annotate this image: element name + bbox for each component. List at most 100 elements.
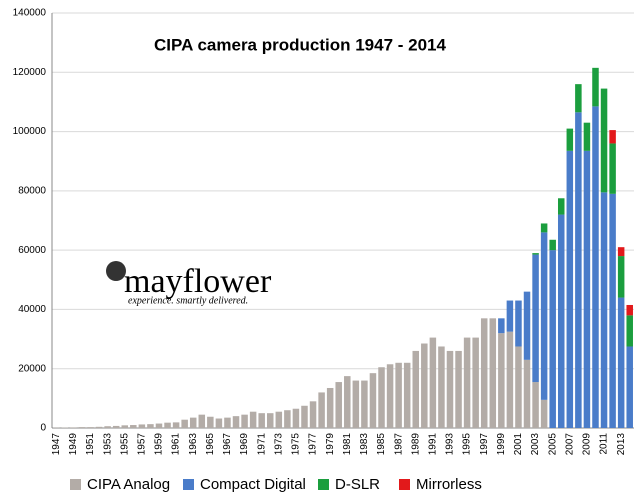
bar-segment: [207, 417, 214, 428]
watermark-tagline: experience. smartly delivered.: [128, 295, 248, 306]
bar-segment: [447, 351, 454, 428]
x-tick-label: 1971: [256, 433, 267, 456]
y-tick-label: 140000: [13, 8, 47, 19]
bar-segment: [395, 363, 402, 428]
bar-segment: [524, 360, 531, 428]
bar-segment: [626, 315, 633, 346]
y-tick-label: 60000: [18, 245, 46, 256]
bar-segment: [626, 346, 633, 428]
x-tick-label: 2007: [564, 433, 575, 456]
chart-title: CIPA camera production 1947 - 2014: [154, 35, 446, 54]
x-tick-label: 1983: [359, 433, 370, 456]
bar-segment: [310, 401, 317, 428]
x-tick-label: 1973: [273, 433, 284, 456]
bar-segment: [87, 427, 94, 428]
bar-segment: [515, 301, 522, 347]
bar-segment: [601, 192, 608, 428]
y-tick-label: 80000: [18, 185, 46, 196]
bar-segment: [301, 406, 308, 428]
y-tick-label: 120000: [13, 67, 47, 78]
y-tick-label: 100000: [13, 126, 47, 137]
x-tick-label: 1969: [239, 433, 250, 456]
x-tick-label: 1985: [376, 433, 387, 456]
bar-segment: [549, 250, 556, 428]
bar-segment: [618, 247, 625, 256]
x-tick-label: 1989: [410, 433, 421, 456]
bar-segment: [258, 413, 265, 428]
x-tick-label: 1963: [188, 433, 199, 456]
watermark: mayflower: [124, 263, 272, 300]
x-tick-label: 1997: [479, 433, 490, 456]
bar-segment: [353, 381, 360, 428]
bar-segment: [404, 363, 411, 428]
bar-segment: [609, 143, 616, 193]
bar-segment: [541, 232, 548, 399]
bar-segment: [584, 151, 591, 428]
legend-label: CIPA Analog: [87, 476, 170, 493]
bar-segment: [250, 412, 257, 428]
bar-segment: [490, 318, 497, 428]
bar-segment: [173, 422, 180, 428]
x-tick-label: 2005: [547, 433, 558, 456]
bar-segment: [370, 373, 377, 428]
bar-segment: [378, 367, 385, 428]
bar-segment: [121, 425, 128, 428]
legend-swatch: [70, 479, 81, 490]
bar-segment: [293, 409, 300, 428]
x-tick-label: 1965: [205, 433, 216, 456]
bar-segment: [618, 298, 625, 428]
bar-segment: [524, 292, 531, 360]
bar-segment: [618, 256, 625, 298]
bar-segment: [567, 129, 574, 151]
bar-segment: [335, 382, 342, 428]
x-tick-label: 1947: [51, 433, 62, 456]
bar-segment: [626, 305, 633, 315]
bar-segment: [592, 68, 599, 107]
bar-segment: [575, 84, 582, 112]
bar-segment: [412, 351, 419, 428]
x-tick-label: 1987: [393, 433, 404, 456]
bar-segment: [498, 333, 505, 428]
x-tick-label: 1949: [68, 433, 79, 456]
bar-segment: [507, 332, 514, 428]
bar-segment: [344, 376, 351, 428]
x-tick-label: 1995: [462, 433, 473, 456]
bar-segment: [575, 112, 582, 428]
bar-segment: [276, 412, 283, 428]
bar-segment: [216, 419, 223, 428]
bar-segment: [164, 423, 171, 428]
bar-segment: [455, 351, 462, 428]
x-tick-label: 1961: [171, 433, 182, 456]
bar-segment: [601, 89, 608, 193]
bar-segment: [541, 223, 548, 232]
x-tick-label: 2013: [616, 433, 627, 456]
x-tick-label: 1979: [325, 433, 336, 456]
bar-segment: [181, 420, 188, 428]
legend-swatch: [183, 479, 194, 490]
bar-segment: [104, 426, 111, 428]
bar-segment: [609, 194, 616, 428]
bar-segment: [558, 198, 565, 214]
bar-segment: [96, 427, 103, 428]
x-tick-label: 2011: [599, 433, 610, 455]
bar-segment: [592, 106, 599, 428]
bar-segment: [147, 424, 154, 428]
bar-segment: [387, 364, 394, 428]
bar-segment: [70, 427, 77, 428]
bar-segment: [327, 388, 334, 428]
bar-segment: [361, 381, 368, 428]
bar-segment: [421, 344, 428, 428]
bar-segment: [472, 338, 479, 428]
bar-segment: [241, 415, 248, 428]
bar-segment: [532, 255, 539, 382]
bar-segment: [438, 346, 445, 428]
x-tick-label: 1955: [119, 433, 130, 456]
legend-swatch: [399, 479, 410, 490]
x-tick-label: 2001: [513, 433, 524, 456]
bar-segment: [113, 426, 120, 428]
bar-segment: [515, 346, 522, 428]
y-tick-label: 20000: [18, 363, 46, 374]
legend-label: Compact Digital: [200, 476, 306, 493]
legend-label: D-SLR: [335, 476, 380, 493]
bar-segment: [567, 151, 574, 428]
